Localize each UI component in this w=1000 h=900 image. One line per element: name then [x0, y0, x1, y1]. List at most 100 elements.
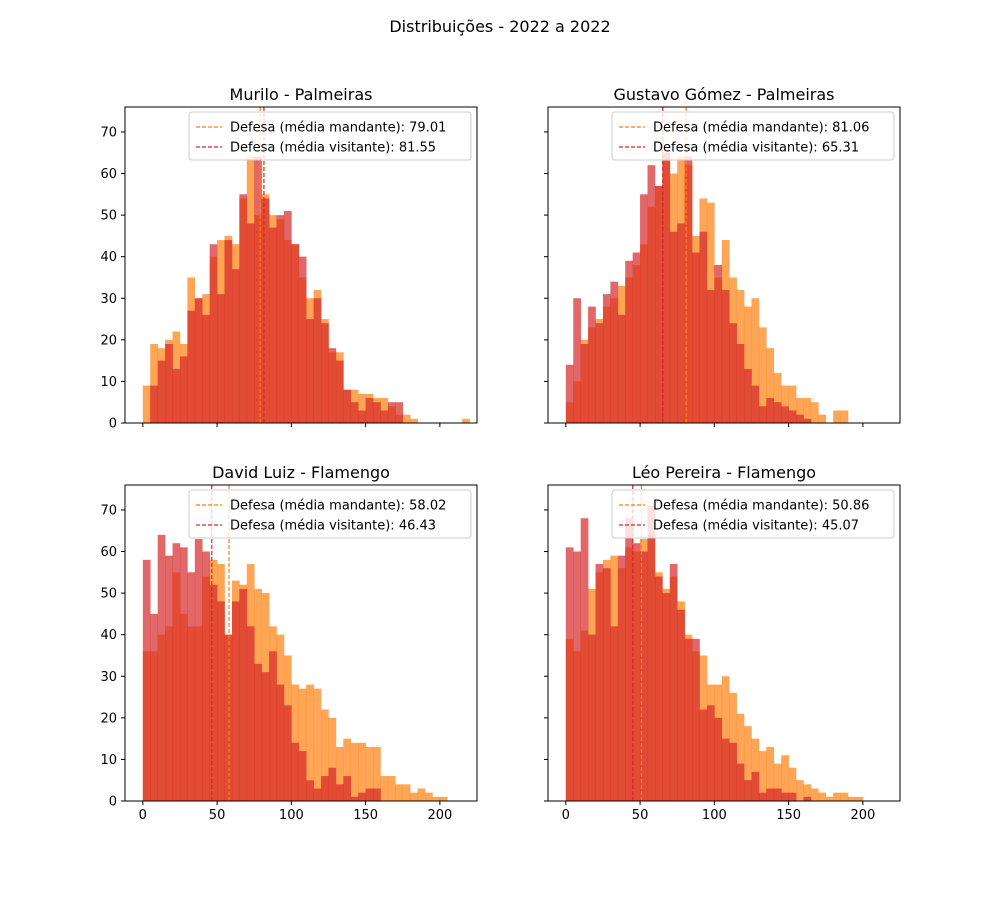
bar-home-195: [432, 796, 441, 801]
bar-home-155: [796, 780, 804, 801]
bar-away-10: [157, 534, 166, 801]
bar-away-90: [276, 684, 285, 801]
bar-away-50: [640, 194, 648, 423]
bar-away-35: [617, 314, 626, 423]
legend-box: [188, 489, 472, 539]
bar-away-110: [306, 319, 314, 423]
bar-home-120: [321, 709, 329, 801]
bar-home-0: [142, 385, 151, 423]
bar-away-115: [736, 344, 745, 423]
bar-home-135: [766, 746, 775, 801]
bar-away-165: [387, 402, 396, 423]
bar-away-160: [380, 410, 389, 423]
bar-away-170: [395, 402, 404, 423]
y-tick-label: 0: [109, 795, 117, 810]
bar-home-160: [380, 398, 389, 423]
bar-away-120: [744, 368, 752, 423]
bar-away-105: [298, 256, 307, 423]
bar-away-95: [706, 705, 715, 801]
bar-away-70: [669, 564, 678, 801]
x-axis: 0 50 100 150 200: [139, 801, 452, 823]
x-tick-label: 0: [562, 808, 570, 823]
bar-away-20: [172, 368, 181, 423]
bar-away-70: [669, 231, 678, 423]
bar-away-125: [328, 348, 337, 423]
bar-home-190: [848, 796, 856, 801]
bar-home-150: [365, 746, 374, 801]
bar-home-190: [425, 792, 433, 801]
bar-away-5: [150, 385, 158, 423]
bar-away-140: [773, 402, 782, 423]
bar-home-170: [818, 792, 827, 801]
panel-title: Murilo - Palmeiras: [230, 85, 373, 104]
bar-away-45: [209, 584, 218, 801]
bar-home-185: [840, 410, 849, 423]
bar-away-20: [595, 323, 604, 423]
bar-away-30: [187, 310, 196, 423]
bar-away-115: [313, 298, 322, 423]
bar-away-35: [194, 298, 203, 423]
bar-away-10: [157, 360, 166, 423]
legend-box: [611, 111, 895, 161]
bar-away-100: [714, 265, 723, 423]
bar-home-155: [373, 746, 381, 801]
bar-away-150: [788, 410, 797, 423]
bar-away-80: [684, 638, 693, 801]
bar-home-150: [788, 385, 797, 423]
bar-home-170: [395, 784, 404, 801]
x-axis: 0 50 100 150 200: [562, 801, 875, 823]
bar-away-70: [246, 223, 255, 423]
bar-home-145: [781, 755, 789, 801]
bar-away-130: [758, 406, 767, 423]
panels: Murilo - Palmeiras 0 10 20 30 40 50 60 70 Defesa …: [100, 85, 901, 823]
bar-away-120: [321, 776, 329, 801]
bar-home-160: [803, 784, 812, 801]
bar-home-195: [855, 796, 864, 801]
bar-away-145: [358, 410, 366, 423]
bar-home-105: [298, 688, 307, 801]
y-axis: [544, 131, 548, 424]
panel-title: Gustavo Gómez - Palmeiras: [613, 85, 834, 104]
bar-away-80: [261, 672, 270, 801]
y-tick-label: 30: [100, 670, 117, 685]
bar-home-140: [773, 763, 782, 801]
bar-away-110: [729, 742, 737, 801]
bar-away-80: [684, 156, 693, 423]
bar-away-75: [677, 609, 685, 801]
bar-away-40: [625, 518, 633, 801]
bar-away-100: [291, 742, 300, 801]
x-axis: [565, 423, 864, 427]
bar-away-125: [751, 771, 760, 801]
bar-away-90: [276, 215, 285, 423]
bar-home-140: [350, 742, 359, 801]
bar-away-150: [788, 792, 797, 801]
bar-away-30: [610, 281, 619, 423]
legend: Defesa (média mandante): 50.86 Defesa (mé…: [611, 489, 895, 539]
x-tick-label: 0: [139, 808, 147, 823]
bar-away-100: [291, 244, 300, 423]
bar-home-135: [766, 348, 775, 423]
bar-home-180: [833, 792, 841, 801]
bar-away-15: [165, 555, 173, 801]
x-tick-label: 50: [209, 808, 226, 823]
bar-away-125: [328, 767, 337, 801]
bar-away-40: [202, 551, 210, 801]
y-tick-label: 30: [100, 292, 117, 307]
bar-away-90: [699, 231, 708, 423]
bar-away-30: [187, 572, 196, 801]
y-tick-label: 50: [100, 587, 117, 602]
bar-home-165: [810, 788, 819, 801]
bar-away-20: [595, 564, 604, 801]
bar-home-125: [328, 717, 337, 801]
bar-away-110: [306, 780, 314, 801]
bar-away-130: [335, 784, 344, 801]
bar-away-55: [647, 505, 656, 801]
legend-label-away: Defesa (média visitante): 81.55: [230, 141, 436, 156]
bar-home-115: [313, 688, 322, 801]
bar-away-10: [580, 518, 589, 801]
bar-away-95: [706, 289, 715, 423]
bar-away-150: [365, 398, 374, 423]
bar-away-125: [751, 385, 760, 423]
bar-home-145: [358, 742, 366, 801]
bar-away-55: [224, 634, 233, 801]
